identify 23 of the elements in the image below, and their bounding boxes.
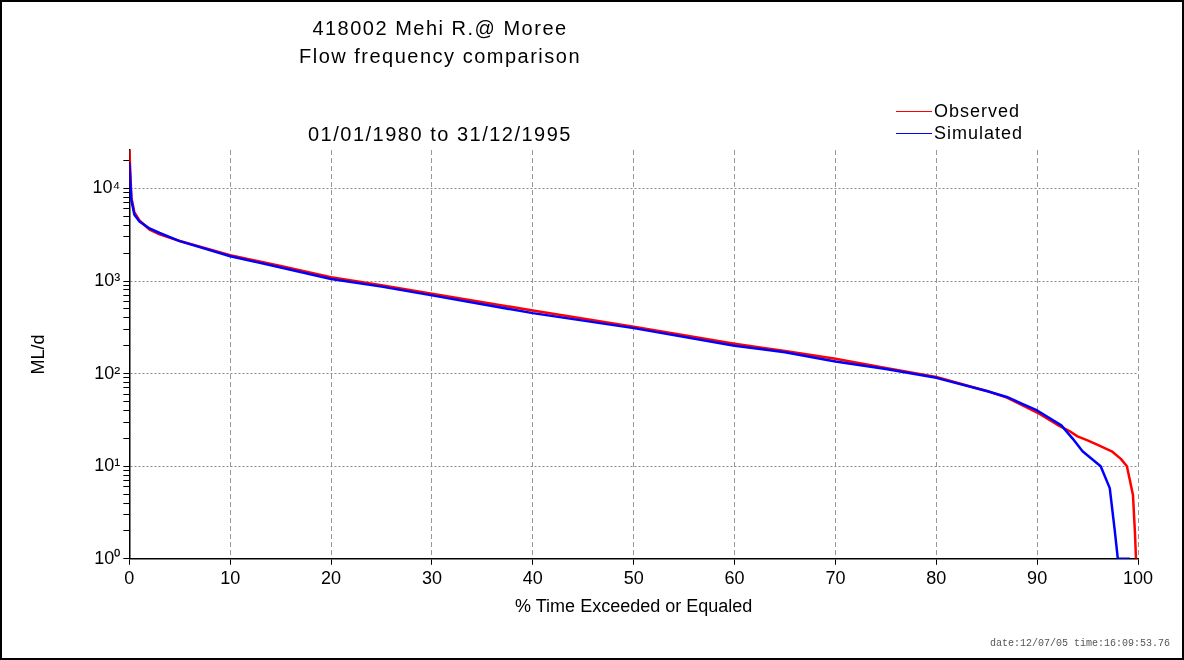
x-tick-label: 80 [926,567,947,588]
chart-title: 418002 Mehi R.@ Moree Flow frequency comparison [297,16,583,69]
x-tick-label: 70 [825,567,846,588]
legend-label: Simulated [934,122,1024,144]
y-tick-label: 10² [94,362,121,383]
x-tick-label: 60 [724,567,745,588]
x-tick-label: 30 [421,567,442,588]
x-axis-title: % Time Exceeded or Equaled [515,596,753,617]
y-tick-label: 10⁴ [92,177,121,198]
text: date:12/07/05 time:16:09:53.76 [989,638,1170,649]
legend-label: Observed [934,100,1021,122]
y-tick-label: 10⁰ [94,547,121,568]
y-tick-label: 10¹ [94,455,121,476]
x-tick-label: 90 [1027,567,1048,588]
y-axis-title: ML/d [27,334,48,375]
x-tick-label: 40 [522,567,543,588]
chart-subtitle: 01/01/1980 to 31/12/1995 [307,122,573,147]
x-tick-label: 20 [321,567,342,588]
x-tick-label: 0 [124,567,135,588]
y-tick-label: 10³ [94,269,121,290]
x-tick-label: 10 [220,567,241,588]
x-tick-label: 100 [1122,567,1154,588]
x-tick-label: 50 [623,567,644,588]
